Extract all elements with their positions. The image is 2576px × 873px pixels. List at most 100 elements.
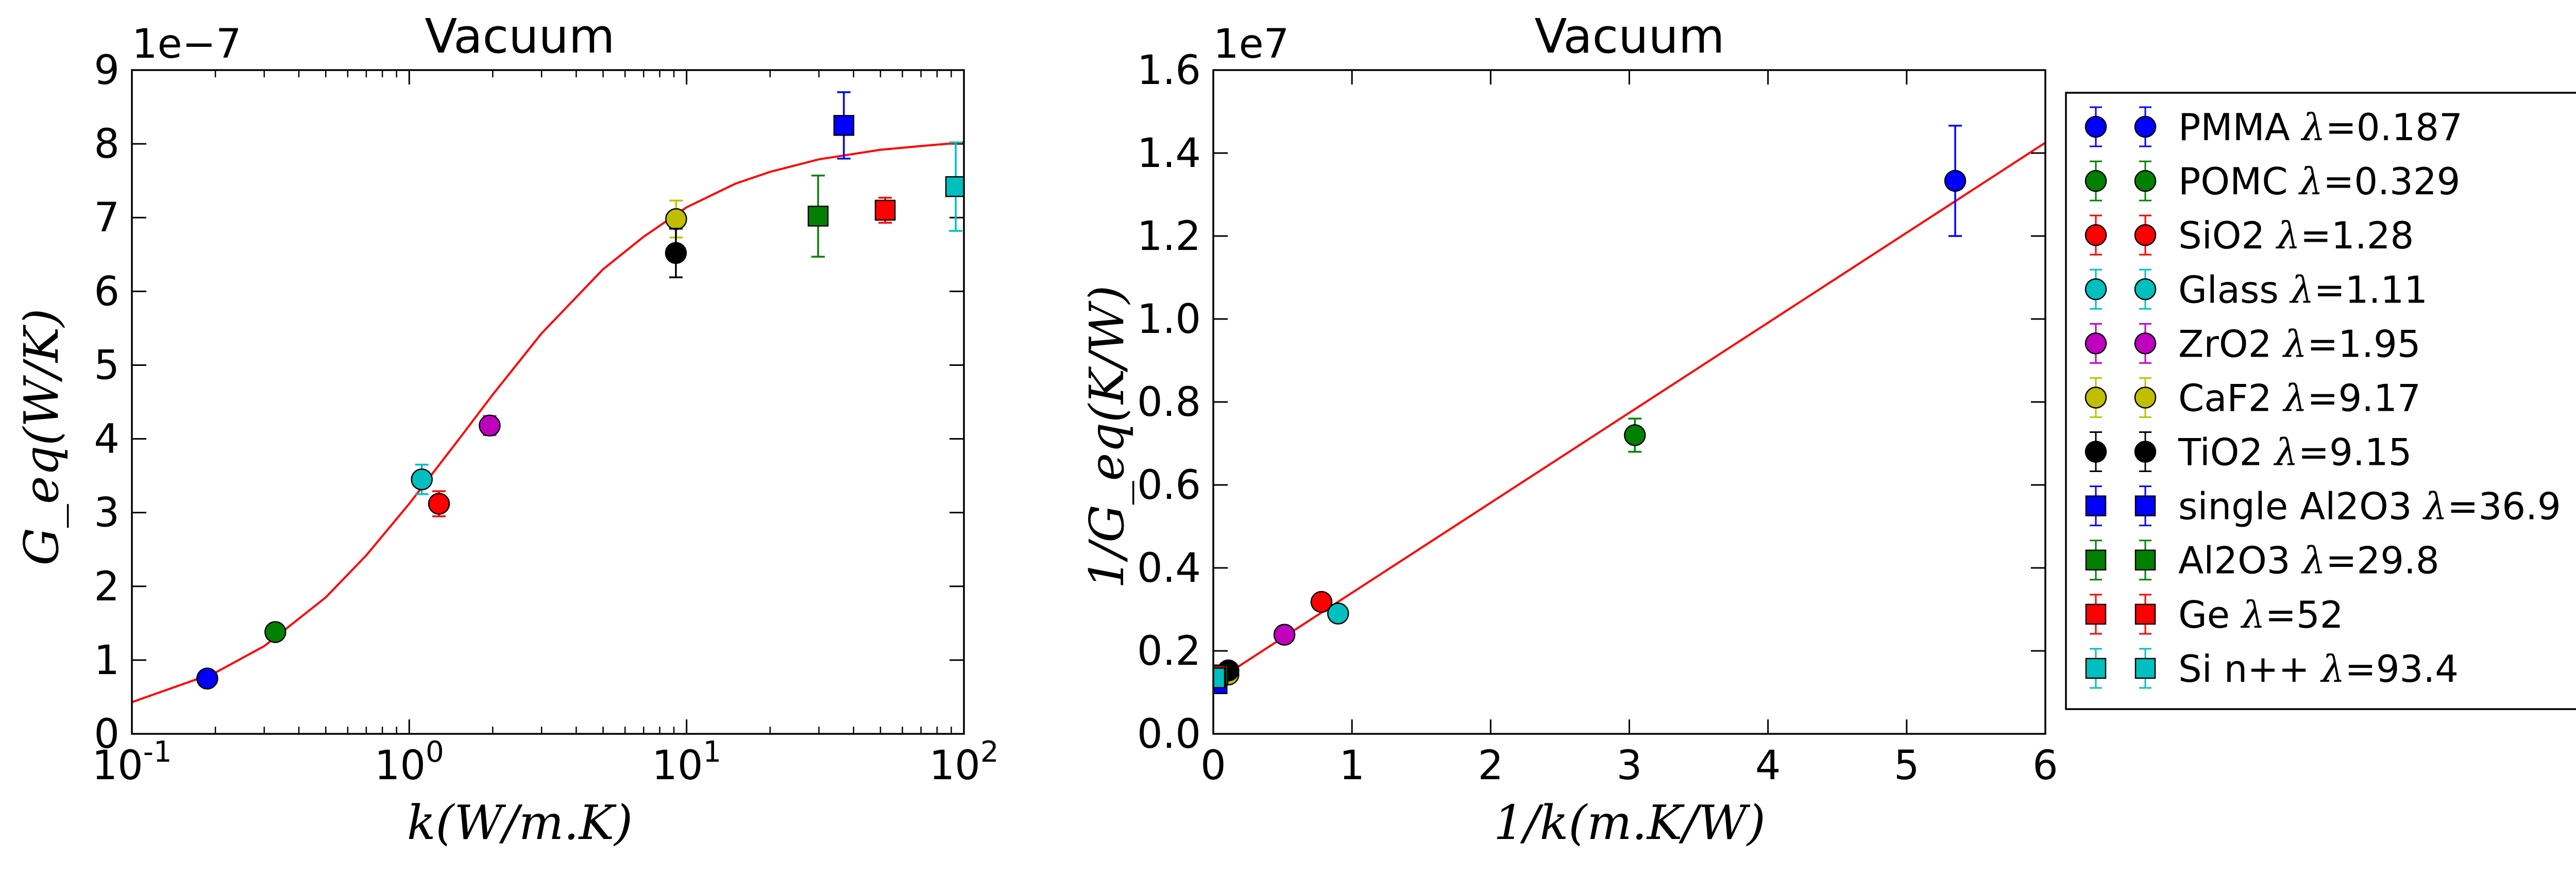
legend-entry-sio2-label: SiO2 λ=1.28 xyxy=(2178,214,2414,257)
legend-entry-tio2-value: =9.15 xyxy=(2298,431,2412,474)
chart-right-y-tick-label: 1.0 xyxy=(1137,296,1201,343)
legend-entry-al2o3-label: Al2O3 λ=29.8 xyxy=(2178,539,2439,582)
legend-entry-zro2-marker xyxy=(2084,332,2107,355)
chart-left-y-tick-label: 3 xyxy=(94,490,120,536)
legend-entry-glass-lambda: λ xyxy=(2289,268,2314,311)
legend-entry-tio2-label: TiO2 λ=9.15 xyxy=(2178,431,2412,474)
legend-entry-si-n-value: =93.4 xyxy=(2345,647,2459,691)
chart-right-point-pmma xyxy=(1944,170,1967,192)
chart-left-frame xyxy=(131,69,965,735)
legend-entry-tio2-name: TiO2 xyxy=(2178,431,2275,474)
legend-entry-glass-marker xyxy=(2084,278,2107,300)
chart-left-title: Vacuum xyxy=(425,9,615,64)
legend-entry-single-al2o3-marker xyxy=(2085,495,2107,516)
legend-entry-single-al2o3-label: single Al2O3 λ=36.9 xyxy=(2178,485,2561,528)
legend-entry-single-al2o3-marker xyxy=(2134,495,2156,516)
legend-entry-al2o3-value: =29.8 xyxy=(2326,539,2439,582)
legend-entry-pmma-marker xyxy=(2134,115,2157,138)
legend-entry-ge-label: Ge λ=52 xyxy=(2178,593,2344,636)
legend-entry-si-n-marker xyxy=(2085,658,2107,679)
chart-right-plot-area xyxy=(1213,125,2045,694)
chart-right-y-tick-label: 0.8 xyxy=(1137,379,1201,426)
legend-entry-sio2-lambda: λ xyxy=(2275,214,2300,257)
chart-right-point-si-n xyxy=(1213,667,1226,689)
legend-entry-caf2-marker xyxy=(2084,387,2107,409)
chart-left-y-tick-label: 4 xyxy=(94,416,120,463)
chart-right-y-tick-label: 1.4 xyxy=(1137,130,1201,177)
chart-right-point-sio2 xyxy=(1310,591,1333,613)
chart-left-point-tio2 xyxy=(665,242,687,264)
chart-left-point-al2o3 xyxy=(807,206,829,227)
chart-right-inverse-g-eq: Vacuum 1e7 1/k(m.K/W) 1/G_eq(K/W) 0 1 2 3 4 5… xyxy=(1079,9,2058,850)
chart-right-x-tick-label: 2 xyxy=(1478,743,1504,789)
chart-left-y-tick-label: 8 xyxy=(94,121,120,167)
chart-left-y-tick-label: 0 xyxy=(94,711,120,758)
legend-entry-glass-value: =1.11 xyxy=(2314,268,2428,311)
legend-entry-ge-name: Ge xyxy=(2178,593,2242,636)
legend-entry-pomc-label: POMC λ=0.329 xyxy=(2178,160,2460,203)
legend-entry-caf2-marker xyxy=(2134,387,2157,409)
legend-entry-pmma-label: PMMA λ=0.187 xyxy=(2178,106,2463,149)
chart-left-x-tick-label-exponent: -1 xyxy=(143,735,172,769)
legend-entry-tio2-marker xyxy=(2134,441,2157,463)
legend-entry-caf2-name: CaF2 xyxy=(2178,376,2284,419)
chart-left-x-tick-label-exponent: 2 xyxy=(980,735,999,769)
chart-left-point-ge xyxy=(874,199,896,221)
legend-entry-si-n-marker xyxy=(2134,658,2156,679)
legend-entry-ge-marker xyxy=(2085,603,2107,625)
chart-left-point-zro2 xyxy=(479,414,501,437)
legend-entry-al2o3-name: Al2O3 xyxy=(2178,539,2302,582)
legend-entry-zro2-value: =1.95 xyxy=(2307,322,2421,365)
chart-left-point-caf2 xyxy=(665,208,687,230)
chart-left-y-tick-label: 2 xyxy=(94,564,120,610)
legend-entry-single-al2o3-value: =36.9 xyxy=(2447,485,2561,528)
legend-entry-zro2-label: ZrO2 λ=1.95 xyxy=(2178,322,2421,365)
chart-left-point-glass xyxy=(411,468,433,491)
legend-entry-sio2-marker xyxy=(2084,224,2107,246)
chart-left-x-tick-label: 102 xyxy=(929,735,999,789)
chart-right-x-tick-label: 6 xyxy=(2032,743,2058,789)
legend-entry-ge-lambda: λ xyxy=(2240,593,2265,636)
chart-right-y-tick-label: 0.4 xyxy=(1137,545,1201,592)
chart-left-x-tick-label-base: 10 xyxy=(929,743,980,789)
legend-entry-caf2-lambda: λ xyxy=(2282,376,2308,419)
legend-entry-pmma-marker xyxy=(2084,115,2107,138)
chart-left-y-tick-label: 9 xyxy=(94,47,120,94)
legend-entry-ge-marker xyxy=(2134,603,2156,625)
chart-left-x-tick-label: 10-1 xyxy=(92,735,172,789)
legend-entry-pomc-value: =0.329 xyxy=(2323,160,2460,203)
legend-entry-sio2-name: SiO2 xyxy=(2178,214,2277,257)
chart-left-x-tick-label-exponent: 0 xyxy=(426,735,444,769)
legend-entry-single-al2o3-lambda: λ xyxy=(2422,485,2447,528)
chart-left-g-eq-vs-k: Vacuum 1e−7 k(W/m.K) G_eq(W/K) 10-1 100 10… xyxy=(14,9,998,850)
chart-left-x-tick-label-base: 10 xyxy=(92,743,143,789)
legend-entry-si-n-name: Si n++ xyxy=(2178,647,2321,691)
legend-entry-si-n-label: Si n++ λ=93.4 xyxy=(2178,647,2459,691)
chart-left-x-tick-label: 101 xyxy=(652,735,721,789)
legend-entry-pmma-name: PMMA xyxy=(2178,106,2302,149)
legend-entry-glass-name: Glass xyxy=(2178,268,2291,311)
chart-left-y-tick-label: 7 xyxy=(94,195,120,241)
legend-entry-sio2-value: =1.28 xyxy=(2300,214,2414,257)
chart-left-x-tick-label-base: 10 xyxy=(652,743,703,789)
legend-entry-zro2-lambda: λ xyxy=(2282,322,2307,365)
chart-right-y-tick-label: 0.6 xyxy=(1137,462,1201,509)
legend-entry-al2o3-marker xyxy=(2134,549,2156,570)
chart-right-y-tick-label: 0.0 xyxy=(1137,711,1201,758)
chart-right-y-tick-label: 1.2 xyxy=(1137,213,1201,260)
chart-left-y-multiplier: 1e−7 xyxy=(132,21,242,68)
chart-left-plot-area xyxy=(132,91,964,703)
chart-right-fit-line xyxy=(1213,142,2045,684)
chart-right-x-axis-label: 1/k(m.K/W) xyxy=(1494,795,1766,850)
chart-left-x-tick-label-base: 10 xyxy=(375,743,426,789)
chart-right-point-zro2 xyxy=(1273,624,1296,646)
chart-right-y-axis-label: 1/G_eq(K/W) xyxy=(1079,286,1134,589)
chart-left-y-axis-label: G_eq(W/K) xyxy=(14,309,69,566)
chart-left-point-single-al2o3 xyxy=(833,115,855,136)
legend-entry-si-n-lambda: λ xyxy=(2320,647,2345,691)
legend-entry-caf2-label: CaF2 λ=9.17 xyxy=(2178,376,2421,419)
chart-left-y-tick-label: 5 xyxy=(94,342,120,389)
chart-right-x-tick-label: 1 xyxy=(1339,743,1365,789)
legend-entry-al2o3-lambda: λ xyxy=(2300,539,2326,582)
